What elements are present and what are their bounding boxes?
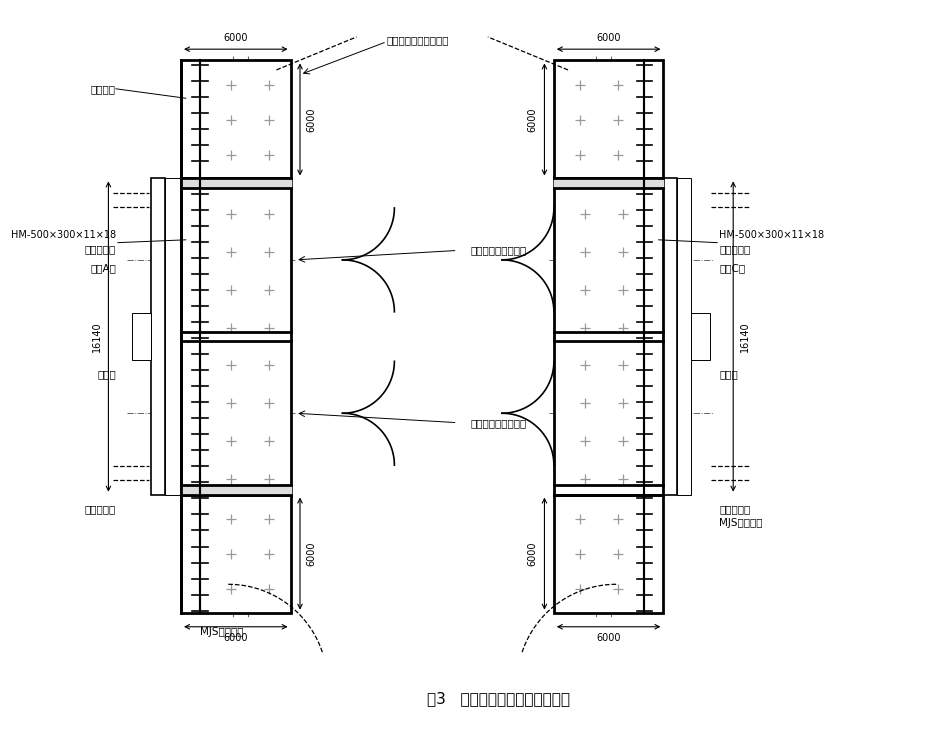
- Text: 6000: 6000: [528, 108, 538, 132]
- Text: 顶进前拔出: 顶进前拔出: [85, 244, 116, 255]
- Text: 16140: 16140: [740, 321, 750, 352]
- Text: 地面加固: 地面加固: [91, 84, 116, 93]
- Text: 地下连续墙: 地下连续墙: [85, 504, 116, 513]
- Text: 6000: 6000: [596, 634, 621, 643]
- Text: 车站A区: 车站A区: [90, 263, 116, 273]
- Text: 图3   原设计方案洞门加固平面图: 图3 原设计方案洞门加固平面图: [427, 691, 569, 706]
- Bar: [691, 313, 710, 360]
- Bar: [181, 61, 290, 179]
- Text: 顶管通道（下行线）: 顶管通道（下行线）: [470, 246, 526, 255]
- Text: 6000: 6000: [528, 542, 538, 566]
- Bar: [181, 179, 290, 495]
- Text: 内衬墙: 内衬墙: [97, 370, 116, 379]
- Text: 顶进前拔出: 顶进前拔出: [719, 244, 750, 255]
- Text: 6000: 6000: [223, 33, 248, 42]
- Bar: [554, 61, 663, 179]
- Text: MJS地基加固: MJS地基加固: [200, 627, 243, 637]
- Text: 16140: 16140: [92, 321, 102, 352]
- Text: 地下连续墙: 地下连续墙: [719, 504, 750, 513]
- Bar: [676, 179, 691, 495]
- Bar: [554, 495, 663, 613]
- Text: 6000: 6000: [307, 542, 317, 566]
- Text: 顶管通道（上行线）: 顶管通道（上行线）: [470, 418, 526, 427]
- Bar: [554, 179, 663, 495]
- Bar: [165, 179, 180, 495]
- Bar: [150, 179, 165, 495]
- Text: 6000: 6000: [307, 108, 317, 132]
- Text: 6000: 6000: [596, 33, 621, 42]
- Bar: [181, 495, 290, 613]
- Text: HM-500×300×11×18: HM-500×300×11×18: [10, 230, 116, 240]
- Text: HM-500×300×11×18: HM-500×300×11×18: [719, 230, 824, 240]
- Text: 现状道路边线（余同）: 现状道路边线（余同）: [387, 35, 449, 45]
- Text: 车站C区: 车站C区: [719, 263, 745, 273]
- Bar: [132, 313, 150, 360]
- Bar: [662, 179, 676, 495]
- Text: 6000: 6000: [223, 634, 248, 643]
- Text: 内衬墙: 内衬墙: [719, 370, 738, 379]
- Text: MJS地基加固: MJS地基加固: [719, 518, 762, 528]
